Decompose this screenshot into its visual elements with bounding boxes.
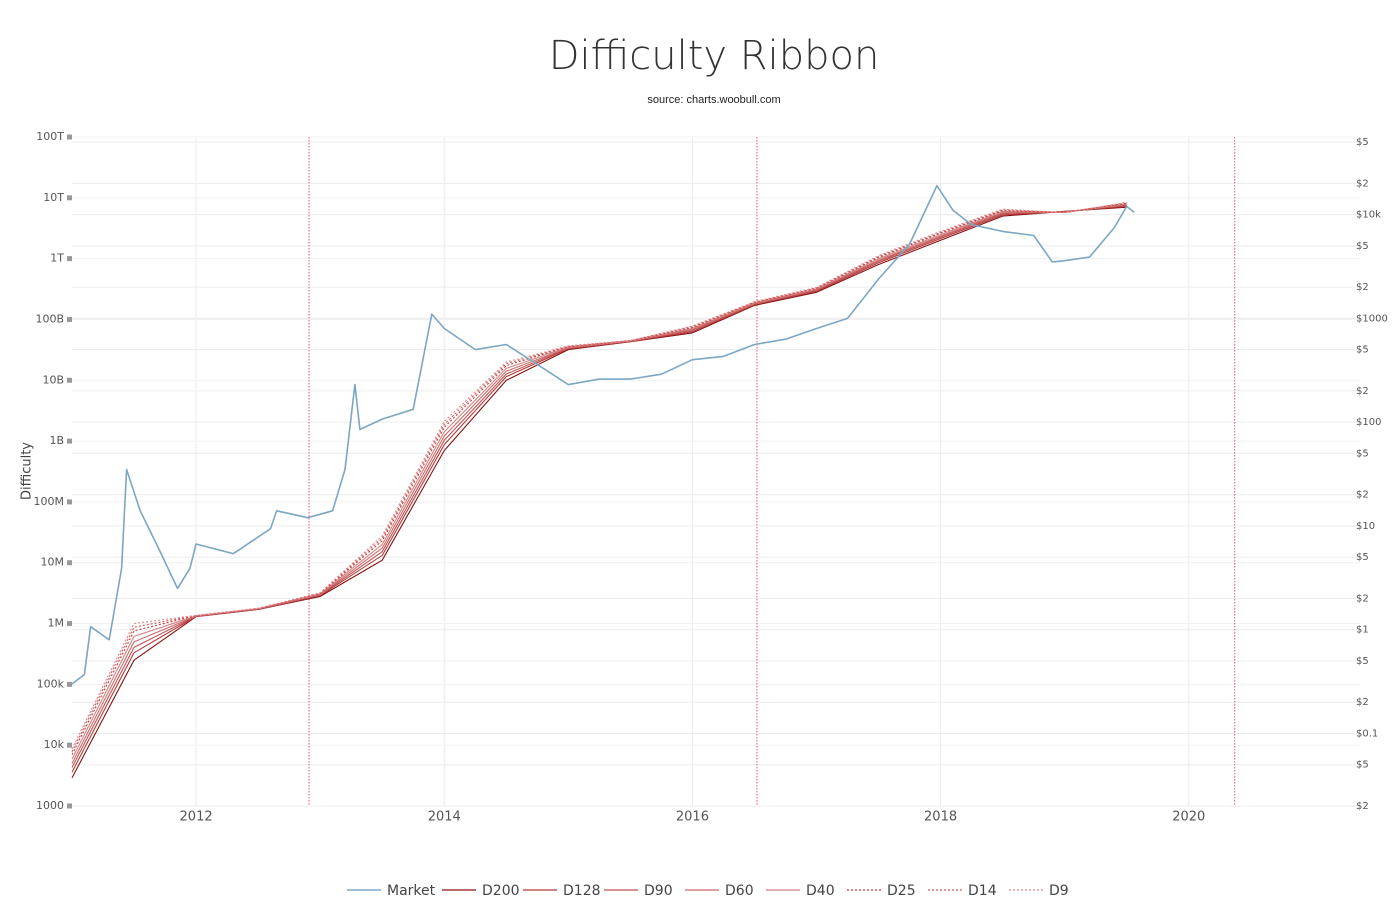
y-tick-label: 10k [44, 738, 65, 751]
legend-label: D14 [968, 883, 997, 899]
y2-tick-label: $10k [1356, 210, 1381, 221]
y-tick-label: 100M [34, 495, 65, 508]
y-tick-label: 100B [35, 312, 64, 325]
y2-tick-label: $2 [1356, 282, 1369, 293]
x-tick-label: 2014 [428, 810, 461, 825]
y2-tick-label: $2 [1356, 593, 1369, 604]
y-axis-label: Difficulty [20, 442, 35, 500]
y-tick-label: 1B [49, 434, 64, 447]
y2-tick-label: $5 [1356, 345, 1369, 356]
series-line [71, 184, 1135, 685]
y-tick-mark [67, 499, 72, 505]
x-tick-label: 2012 [180, 810, 213, 825]
legend-label: Market [387, 883, 436, 899]
y-tick-mark [67, 316, 72, 322]
y-tick-label: 1M [48, 617, 65, 630]
series-line [71, 204, 1127, 768]
y2-tick-label: $5 [1356, 241, 1369, 252]
series-line [71, 204, 1127, 764]
series-line [71, 205, 1127, 773]
y-tick-label: 10B [42, 373, 64, 386]
y-tick-label: 1T [50, 252, 64, 265]
y2-tick-label: $5 [1356, 137, 1369, 148]
y-tick-mark [67, 438, 72, 444]
plot-area [71, 137, 1236, 806]
series-line [71, 206, 1127, 779]
y-tick-mark [67, 621, 72, 627]
y-tick-mark [67, 560, 72, 566]
y2-tick-label: $5 [1356, 448, 1369, 459]
chart-title: Difficulty Ribbon [549, 33, 880, 79]
y2-tick-label: $2 [1356, 386, 1369, 397]
y-tick-mark [67, 195, 72, 201]
y2-tick-label: $1000 [1356, 313, 1388, 324]
y-tick-mark [67, 134, 72, 140]
y2-tick-label: $5 [1356, 760, 1369, 771]
x-tick-label: 2016 [676, 810, 709, 825]
y2-tick-label: $5 [1356, 656, 1369, 667]
series-line [71, 202, 1127, 755]
y-tick-label: 100k [37, 677, 65, 690]
y2-tick-label: $1 [1356, 625, 1369, 636]
series-line [71, 202, 1127, 752]
legend: Market D200 D128 D90 D60 D40 D25 D14 D9 [347, 883, 1069, 899]
y-tick-mark [67, 377, 72, 383]
y2-tick-label: $2 [1356, 490, 1369, 501]
legend-label: D200 [482, 883, 520, 899]
x-tick-label: 2018 [924, 810, 957, 825]
y-tick-mark [67, 742, 72, 748]
y-tick-label: 10M [41, 556, 65, 569]
chart-subtitle: source: charts.woobull.com [647, 94, 780, 106]
legend-label: D90 [644, 883, 673, 899]
y2-tick-label: $2 [1356, 801, 1369, 812]
x-tick-label: 2020 [1172, 810, 1205, 825]
y2-tick-label: $5 [1356, 552, 1369, 563]
legend-label: D9 [1049, 883, 1069, 899]
y-tick-mark [67, 681, 72, 687]
legend-label: D60 [725, 883, 754, 899]
y-tick-mark [67, 256, 72, 262]
y-tick-label: 100T [36, 130, 64, 143]
y2-tick-label: $0.1 [1356, 728, 1378, 739]
legend-label: D128 [563, 883, 601, 899]
y-tick-label: 10T [43, 191, 64, 204]
y2-tick-label: $2 [1356, 697, 1369, 708]
grid [72, 136, 1360, 807]
y-tick-label: 1000 [36, 799, 64, 812]
y2-tick-label: $100 [1356, 417, 1381, 428]
y-tick-mark [67, 803, 72, 809]
series-line [71, 203, 1127, 760]
legend-label: D25 [887, 883, 916, 899]
series-line [71, 201, 1127, 750]
y2-tick-label: $2 [1356, 178, 1369, 189]
axes: 2012 2014 2016 2018 2020 1000 10k 100k 1M 10M 100M… [34, 130, 1388, 825]
legend-label: D40 [806, 883, 835, 899]
y2-tick-label: $10 [1356, 521, 1375, 532]
